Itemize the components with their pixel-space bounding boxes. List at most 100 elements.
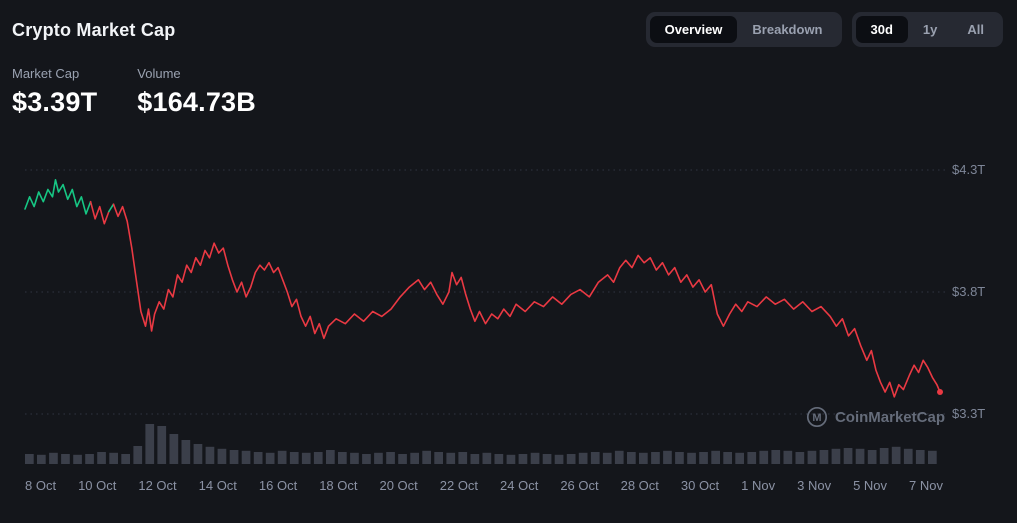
volume-bar: [229, 450, 239, 464]
volume-bar: [554, 454, 564, 464]
coinmarketcap-logo-icon: M: [806, 406, 828, 428]
toggle-breakdown[interactable]: Breakdown: [737, 16, 837, 43]
volume-bar: [699, 452, 708, 464]
x-axis-label: 16 Oct: [258, 478, 298, 493]
volume-bar: [265, 452, 275, 464]
volume-bar: [386, 452, 395, 464]
volume-bar: [542, 454, 552, 464]
x-axis-label: 26 Oct: [560, 478, 599, 493]
volume-bar: [506, 454, 516, 464]
volume-bar: [663, 450, 672, 464]
x-axis-label: 8 Oct: [25, 478, 57, 493]
volume-bar: [494, 454, 504, 464]
volume-bar: [590, 452, 600, 464]
market-cap-chart[interactable]: $4.3T $3.8T $3.3T 8 Oct 10 Oct 12 Oct 14 Oct 1…: [0, 150, 1017, 523]
market-cap-line: [24, 179, 92, 215]
range-toggle-group: 30d 1y All: [851, 12, 1003, 47]
volume-bar: [747, 452, 757, 464]
volume-bar: [771, 450, 781, 464]
volume-bar: [518, 454, 528, 464]
toggle-groups: Overview Breakdown 30d 1y All: [645, 12, 1003, 47]
market-cap-line: [89, 200, 110, 225]
volume-bar: [205, 446, 215, 464]
x-axis-label: 7 Nov: [909, 478, 943, 493]
toggle-1y[interactable]: 1y: [908, 16, 952, 43]
toggle-30d[interactable]: 30d: [855, 16, 908, 43]
volume-bar: [614, 450, 624, 464]
volume-bar: [97, 452, 106, 464]
volume-bar: [73, 454, 82, 464]
volume-bar: [217, 448, 227, 464]
watermark: M CoinMarketCap: [806, 406, 945, 428]
volume-bar: [133, 446, 143, 464]
volume-bar: [530, 452, 540, 464]
volume-bar: [253, 452, 263, 464]
volume-bar: [458, 452, 468, 464]
volume-bar: [891, 446, 901, 464]
volume-bar: [181, 440, 191, 464]
chart-canvas[interactable]: [0, 150, 1017, 480]
volume-bar: [675, 452, 684, 464]
market-cap-value: $3.39T: [12, 87, 98, 117]
watermark-text: CoinMarketCap: [834, 408, 945, 426]
volume-bar: [482, 452, 492, 464]
volume-bar: [470, 454, 480, 464]
x-axis-label: 30 Oct: [680, 478, 720, 493]
volume-bar: [928, 450, 937, 464]
volume-bar: [795, 452, 805, 464]
x-axis-label: 22 Oct: [439, 478, 479, 493]
volume-bar: [145, 424, 155, 464]
volume-bar: [434, 452, 443, 464]
y-axis-label: $3.3T: [952, 406, 986, 421]
volume-bar: [338, 452, 347, 464]
volume-bar: [578, 452, 588, 464]
svg-text:M: M: [812, 412, 821, 424]
market-cap-line: [112, 203, 941, 398]
x-axis-labels: 8 Oct 10 Oct 12 Oct 14 Oct 16 Oct 18 Oct 20 Oc…: [25, 478, 943, 493]
x-axis-label: 28 Oct: [620, 478, 659, 493]
volume-bar: [157, 426, 167, 464]
volume-bar: [169, 434, 179, 464]
x-axis-label: 18 Oct: [319, 478, 358, 493]
volume-bar: [422, 450, 431, 464]
stats-row: Market Cap $3.39T Volume $164.73B: [12, 66, 256, 118]
x-axis-label: 1 Nov: [741, 478, 776, 493]
volume-bar: [277, 450, 287, 464]
volume-bar: [687, 452, 696, 464]
volume-bar: [326, 450, 335, 464]
x-axis-label: 12 Oct: [138, 478, 177, 493]
x-axis-label: 10 Oct: [78, 478, 117, 493]
volume-bar: [566, 454, 576, 464]
volume-bar: [446, 452, 456, 464]
latest-point-dot: [937, 389, 943, 395]
volume-label: Volume: [137, 66, 181, 81]
header: Crypto Market Cap Overview Breakdown 30d…: [12, 12, 1003, 47]
volume-bar: [831, 448, 841, 464]
market-cap-stat: Market Cap $3.39T: [12, 66, 97, 118]
volume-bar: [879, 448, 889, 464]
volume-bar: [602, 452, 612, 464]
volume-bar: [783, 450, 793, 464]
volume-bar: [374, 452, 383, 464]
volume-bar: [651, 452, 660, 464]
toggle-overview[interactable]: Overview: [649, 16, 738, 43]
volume-bar: [301, 452, 311, 464]
volume-bar: [193, 444, 203, 464]
volume-bar: [759, 450, 769, 464]
page-title: Crypto Market Cap: [12, 20, 176, 40]
y-axis-label: $3.8T: [952, 284, 986, 299]
volume-bar: [903, 448, 913, 464]
volume-bar: [735, 452, 744, 464]
volume-bar: [410, 452, 419, 464]
volume-bar: [313, 452, 323, 464]
volume-bar: [639, 452, 648, 464]
volume-bar: [109, 452, 118, 464]
toggle-all[interactable]: All: [952, 16, 999, 43]
volume-bar: [915, 450, 925, 464]
market-cap-line: [108, 203, 115, 213]
volume-value: $164.73B: [137, 87, 256, 117]
volume-bar: [241, 450, 251, 464]
volume-bar: [37, 454, 46, 464]
x-axis-label: 14 Oct: [198, 478, 237, 493]
volume-bar: [49, 452, 58, 464]
